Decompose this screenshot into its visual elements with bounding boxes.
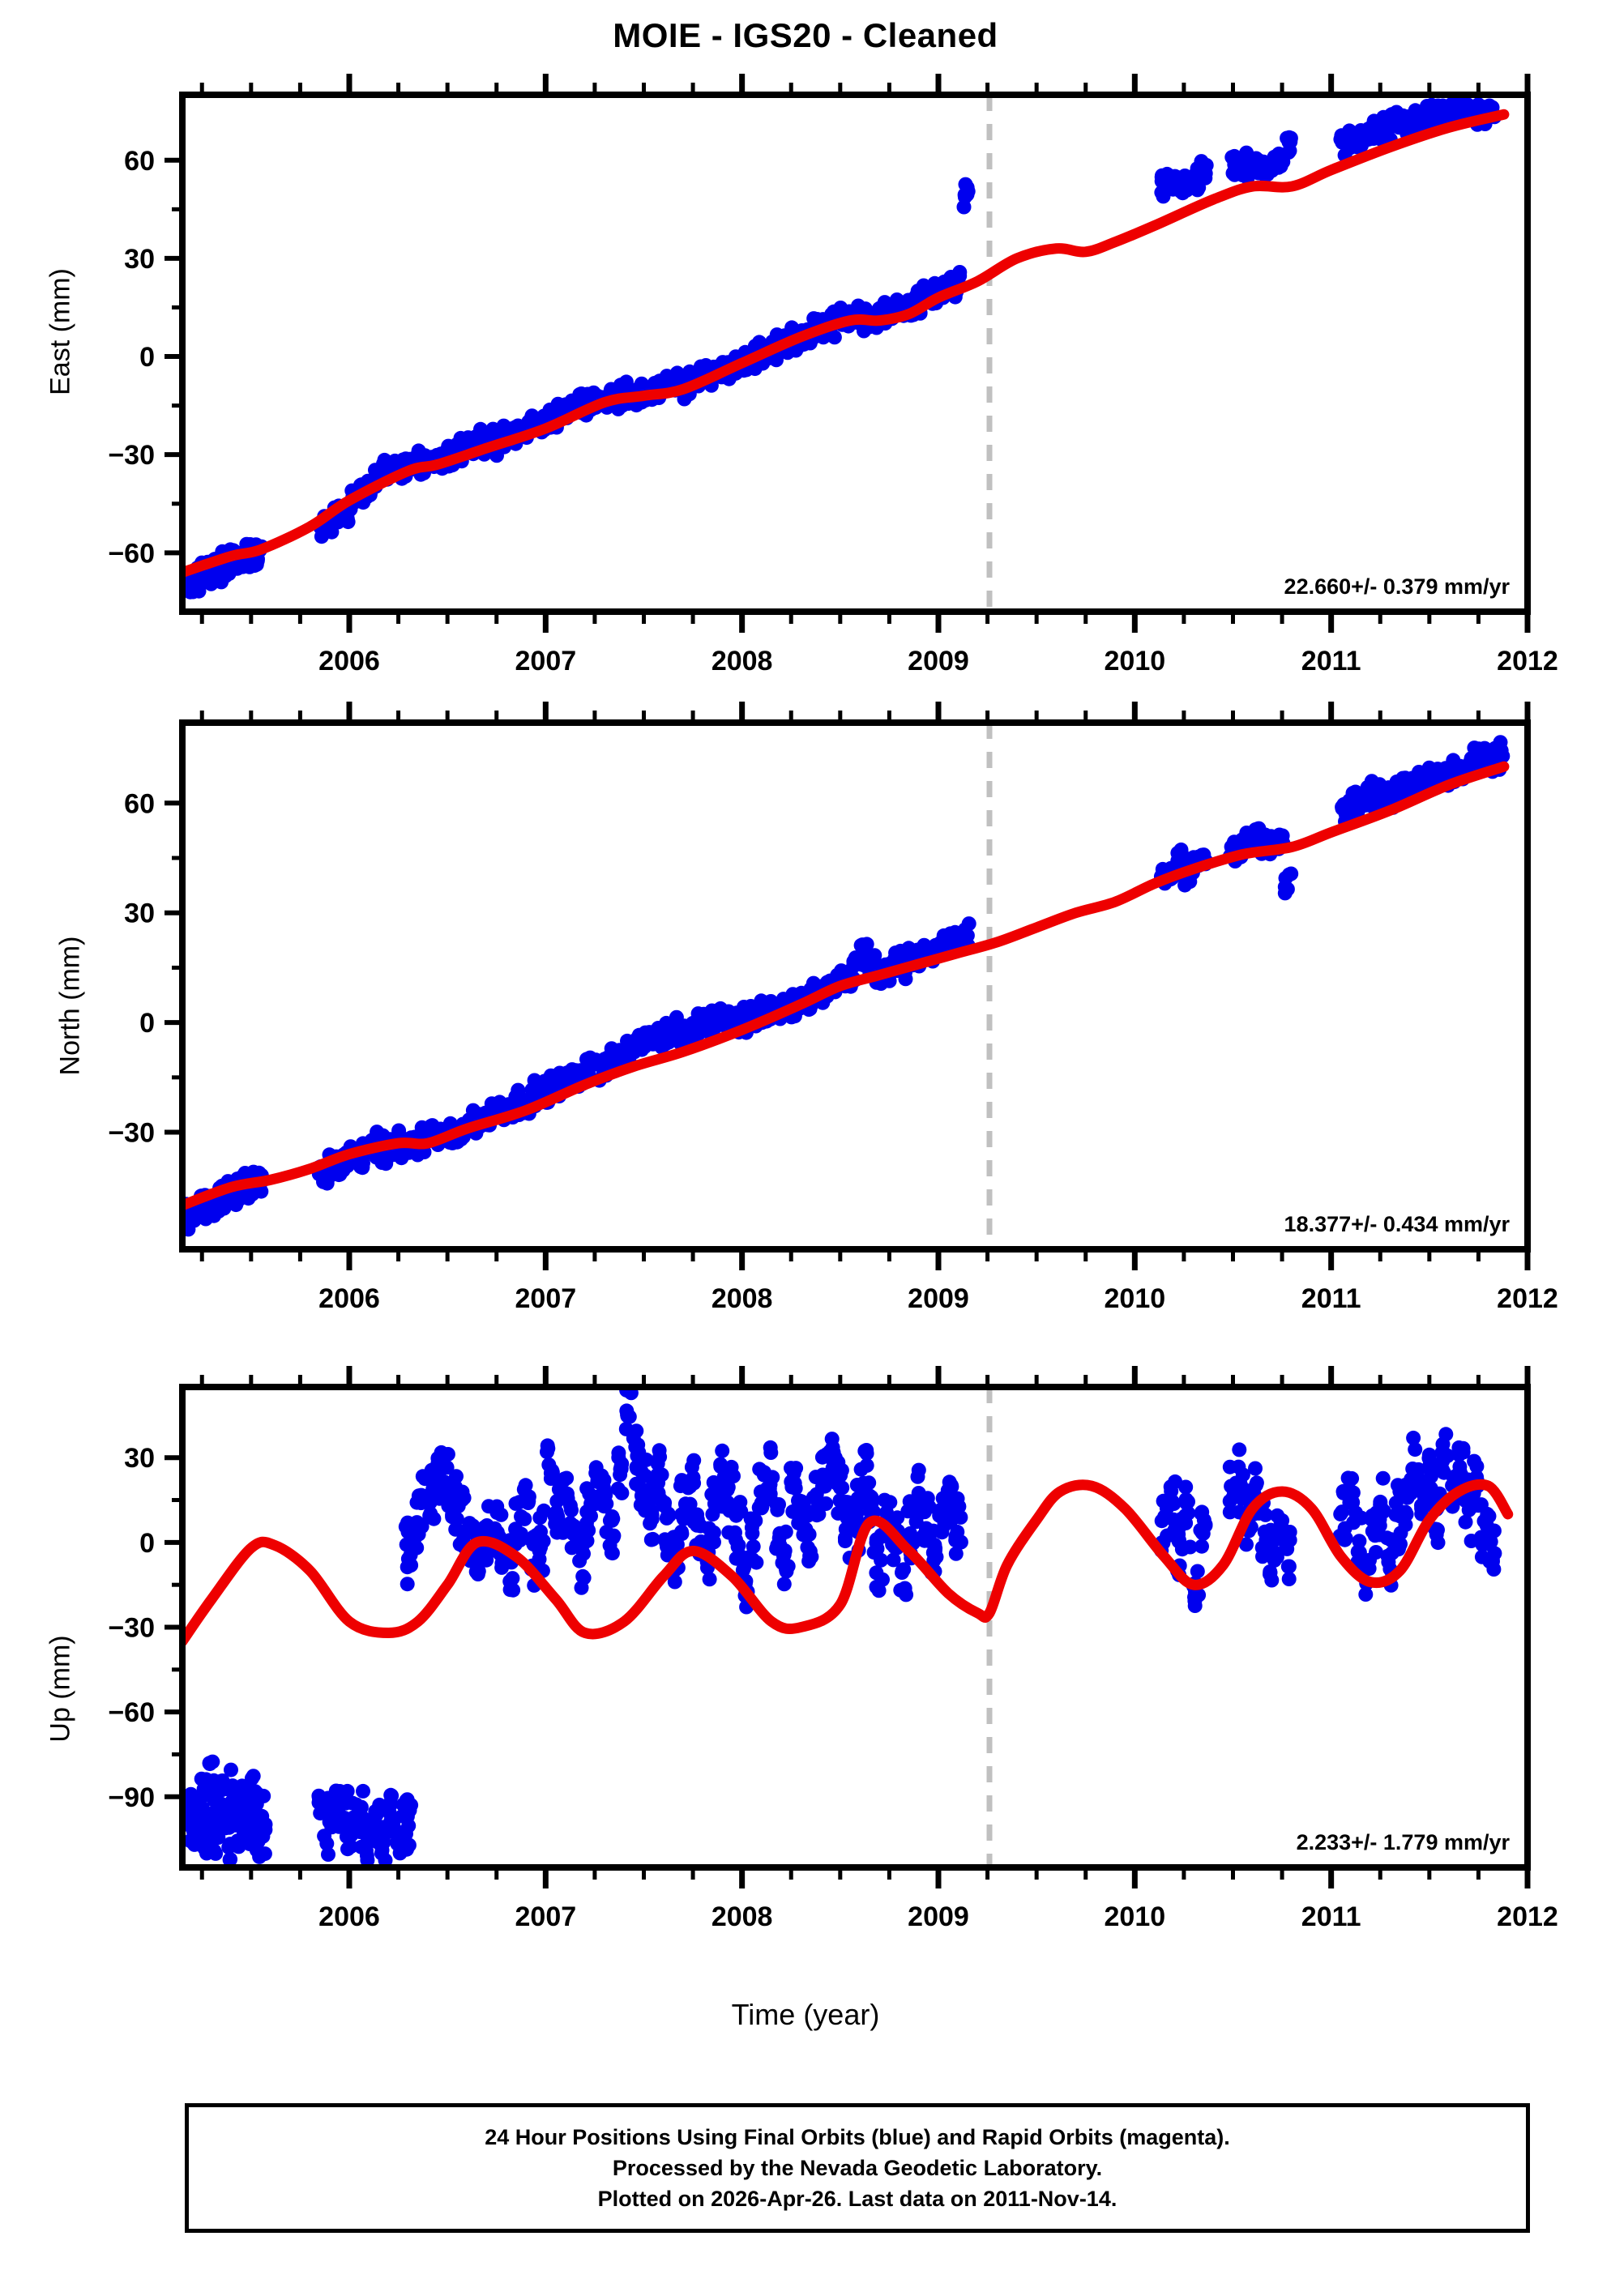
x-tick-label: 2009: [908, 1901, 969, 1932]
y-tick-label: −30: [108, 440, 155, 471]
x-tick-label: 2012: [1497, 1283, 1558, 1314]
y-tick-label: −60: [108, 1697, 155, 1728]
up-axis-label: Up (mm): [45, 1635, 76, 1743]
caption-line-2: Processed by the Nevada Geodetic Laborat…: [612, 2155, 1103, 2180]
x-tick-label: 2007: [515, 1901, 577, 1932]
y-tick-label: 0: [139, 342, 155, 373]
caption-box: 24 Hour Positions Using Final Orbits (bl…: [185, 2103, 1530, 2233]
x-tick-label: 2011: [1301, 1901, 1361, 1932]
panel-east: 60 30 0 −30 −60 2006 2007 2008 2009 2010 2011 2012 2…: [0, 0, 1611, 672]
x-tick-label: 2009: [908, 1283, 969, 1314]
rate-annotation: 22.660+/- 0.379 mm/yr: [1284, 574, 1511, 599]
east-plot-svg: 60 30 0 −30 −60 2006 2007 2008 2009 2010 2011 2012 2…: [108, 74, 1558, 672]
east-axis-label: East (mm): [45, 268, 76, 395]
north-plot-svg: 60 30 0 −30 2006 2007 2008 2009 2010 2011 2012 18.3…: [108, 702, 1558, 1314]
x-tick-label: 2010: [1105, 646, 1166, 672]
x-tick-label: 2007: [515, 646, 577, 672]
y-tick-label: −60: [108, 538, 155, 569]
x-tick-label: 2012: [1497, 646, 1558, 672]
x-tick-label: 2006: [318, 1283, 380, 1314]
y-tick-label: −30: [108, 1613, 155, 1644]
y-tick-label: −90: [108, 1782, 155, 1813]
panel-up: 30 0 −30 −60 −90 2006 2007 2008 2009 2010 2011 2012…: [0, 1345, 1611, 2017]
x-tick-label: 2010: [1105, 1901, 1166, 1932]
x-tick-label: 2008: [711, 1901, 773, 1932]
page-title: MOIE - IGS20 - Cleaned: [613, 16, 998, 54]
north-axis-label: North (mm): [54, 936, 86, 1076]
y-tick-label: 60: [124, 146, 155, 177]
up-plot-svg: 30 0 −30 −60 −90 2006 2007 2008 2009 2010 2011 2012…: [108, 1366, 1558, 1932]
panel-north: 60 30 0 −30 2006 2007 2008 2009 2010 2011 2012 18.3…: [0, 672, 1611, 1345]
x-tick-label: 2012: [1497, 1901, 1558, 1932]
y-tick-label: 0: [139, 1008, 155, 1039]
y-tick-label: −30: [108, 1118, 155, 1149]
x-tick-label: 2010: [1105, 1283, 1166, 1314]
x-tick-label: 2008: [711, 646, 773, 672]
caption-line-1: 24 Hour Positions Using Final Orbits (bl…: [485, 2124, 1230, 2149]
x-tick-label: 2007: [515, 1283, 577, 1314]
rate-annotation: 2.233+/- 1.779 mm/yr: [1297, 1830, 1511, 1854]
y-tick-label: 60: [124, 788, 155, 819]
x-axis-title: Time (year): [731, 1998, 880, 2031]
x-tick-label: 2011: [1301, 1283, 1361, 1314]
y-tick-label: 30: [124, 244, 155, 275]
y-tick-label: 30: [124, 1443, 155, 1474]
caption-line-3: Plotted on 2026-Apr-26. Last data on 201…: [597, 2187, 1117, 2212]
x-tick-label: 2006: [318, 1901, 380, 1932]
x-tick-label: 2008: [711, 1283, 773, 1314]
x-tick-label: 2011: [1301, 646, 1361, 672]
y-tick-label: 30: [124, 898, 155, 929]
x-tick-label: 2009: [908, 646, 969, 672]
x-tick-label: 2006: [318, 646, 380, 672]
rate-annotation: 18.377+/- 0.434 mm/yr: [1284, 1212, 1511, 1236]
y-tick-label: 0: [139, 1528, 155, 1559]
